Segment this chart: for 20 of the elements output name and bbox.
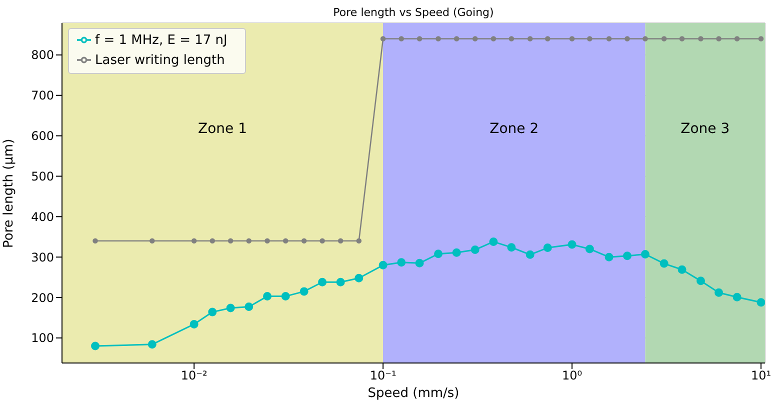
x-tick-label: 10⁻² (180, 368, 208, 383)
legend-label: Laser writing length (95, 53, 225, 68)
y-tick-label: 100 (31, 331, 54, 346)
chart-title: Pore length vs Speed (Going) (332, 6, 495, 19)
x-tick-label: 10¹ (750, 368, 771, 383)
band-label: Zone 1 (198, 120, 248, 137)
y-tick-label: 300 (31, 250, 54, 264)
legend-label: f = 1 MHz, E = 17 nJ (95, 33, 228, 48)
x-tick-label: 10⁰ (562, 368, 582, 383)
y-axis-title: Pore length (μm) (2, 138, 17, 248)
x-tick-label: 10⁻¹ (370, 368, 396, 383)
band-label: Zone 2 (490, 120, 539, 137)
y-tick-label: 800 (31, 48, 54, 62)
y-tick-label: 600 (31, 129, 54, 144)
y-tick-label: 400 (31, 210, 54, 224)
band-label: Zone 3 (680, 120, 730, 137)
y-tick-label: 700 (31, 88, 54, 103)
x-axis-title: Speed (mm/s) (368, 386, 460, 401)
y-tick-label: 500 (31, 169, 54, 184)
y-tick-label: 200 (31, 290, 54, 305)
